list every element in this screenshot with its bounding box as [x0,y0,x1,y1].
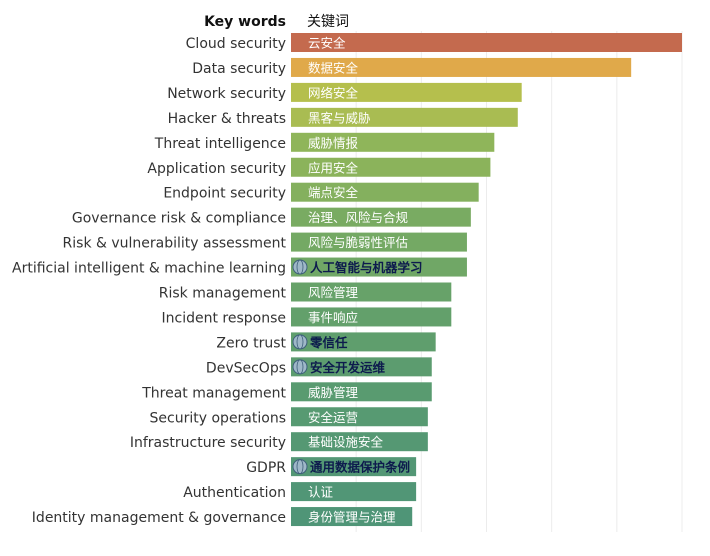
chinese-bar-label: 基础设施安全 [308,435,384,450]
chinese-bar-label: 端点安全 [308,185,359,200]
category-label: GDPR [246,460,286,476]
bar [291,33,682,52]
bar [291,182,479,202]
category-label: Security operations [150,410,286,426]
category-label: Governance risk & compliance [72,211,286,227]
bar [291,357,432,377]
category-label: Zero trust [216,335,286,351]
bar [291,82,522,102]
chinese-bar-label: 威胁情报 [308,135,359,150]
globe-icon-meridian [296,259,304,275]
bar [291,282,452,302]
category-label: Risk & vulnerability assessment [63,236,287,252]
category-label: Threat intelligence [154,136,286,152]
chinese-labels: 云安全数据安全网络安全黑客与威胁威胁情报应用安全端点安全治理、风险与合规风险与脆… [292,36,423,525]
bar [291,107,518,127]
category-label: DevSecOps [206,360,286,376]
category-label: Application security [147,161,286,177]
category-label: Threat management [141,385,286,401]
chinese-bar-label: 威胁管理 [308,385,359,400]
globe-icon [292,259,308,275]
chinese-bar-label: 应用安全 [308,160,359,175]
chinese-bar-label: 事件响应 [308,310,358,325]
bar [291,482,417,502]
gridlines [355,31,683,532]
header-keywords-cn: 关键词 [307,14,349,30]
bar [291,432,428,452]
bar [291,407,428,427]
category-label: Identity management & governance [32,510,286,526]
bar [291,257,467,277]
category-label: Network security [167,86,286,102]
chinese-bar-label: 网络安全 [308,85,359,100]
category-labels: Cloud security Data security Network secur… [12,36,286,526]
chinese-bar-label: 认证 [308,485,334,500]
globe-icon-meridian [296,334,304,350]
bar [291,207,471,227]
chinese-bar-label: 治理、风险与合规 [308,210,408,225]
category-label: Infrastructure security [130,435,286,451]
bar [291,132,495,152]
bar [291,232,467,252]
bar [291,307,452,327]
bar [291,157,491,177]
category-label: Authentication [183,485,286,501]
globe-icon-meridian [296,359,304,375]
category-label: Risk management [159,286,287,302]
globe-icon [292,334,308,350]
chinese-bar-label: 安全开发运维 [310,360,386,375]
chinese-bar-label: 风险与脆弱性评估 [308,235,408,250]
chinese-bar-label: 身份管理与治理 [308,510,396,525]
chinese-bar-label: 人工智能与机器学习 [310,260,423,275]
bars-group [291,33,682,527]
chinese-bar-label: 风险管理 [308,285,359,300]
bar [291,332,436,352]
bar [291,507,413,527]
globe-icon [292,459,308,475]
category-label: Incident response [162,310,287,326]
header-keywords-en: Key words [204,14,286,30]
category-label: Artificial intelligent & machine learnin… [12,261,286,277]
category-label: Endpoint security [163,186,286,202]
chinese-bar-label: 黑客与威胁 [308,110,371,125]
globe-icon-meridian [296,459,304,475]
chinese-bar-label: 云安全 [308,36,346,51]
chinese-bar-label: 安全运营 [308,410,358,425]
bar [291,57,632,77]
chinese-bar-label: 零信任 [309,335,348,350]
category-label: Data security [192,61,286,77]
globe-icon [292,359,308,375]
bar [291,457,417,477]
category-label: Cloud security [186,36,286,52]
category-label: Hacker & threats [168,111,286,127]
chinese-bar-label: 数据安全 [308,60,359,75]
chinese-bar-label: 通用数据保护条例 [310,460,410,475]
bar [291,382,432,402]
